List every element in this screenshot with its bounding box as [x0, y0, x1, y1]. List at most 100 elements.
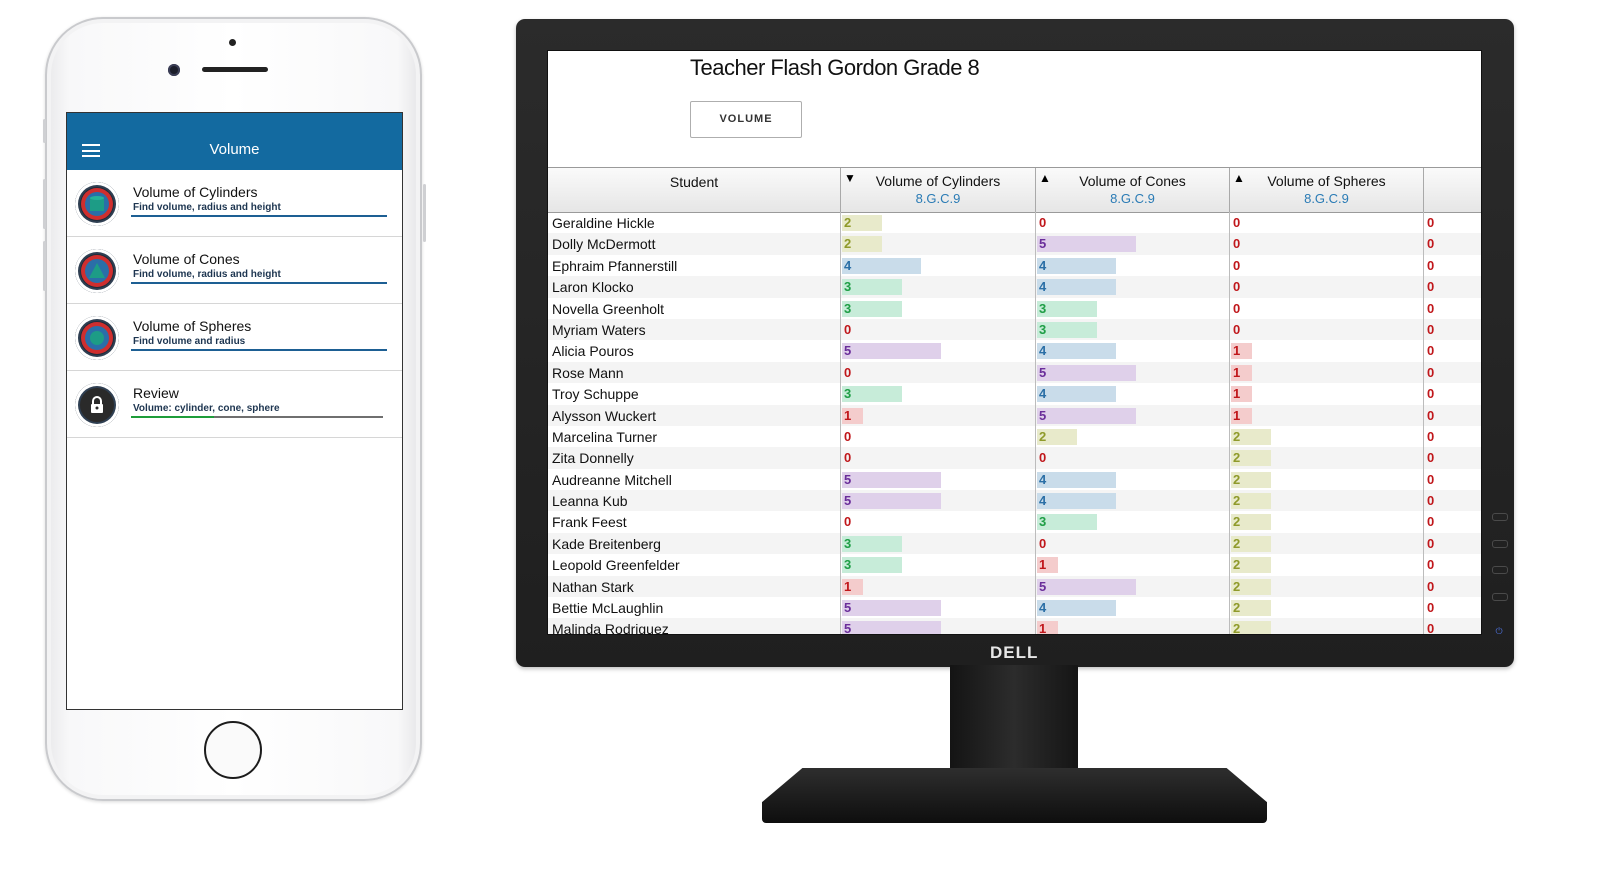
table-row[interactable]: Audreanne Mitchell 5 4 2 0 — [548, 468, 1481, 491]
score-cell[interactable]: 0 — [1424, 298, 1481, 319]
score-cell[interactable]: 3 — [841, 383, 1036, 405]
score-cell[interactable]: 0 — [1230, 233, 1424, 255]
score-cell[interactable]: 4 — [841, 254, 1036, 277]
score-cell[interactable]: 0 — [1036, 447, 1230, 469]
score-cell[interactable]: 3 — [841, 297, 1036, 319]
score-cell[interactable]: 0 — [1036, 212, 1230, 234]
table-row[interactable]: Geraldine Hickle 2 0 0 0 — [548, 212, 1481, 234]
score-cell[interactable]: 0 — [1424, 383, 1481, 404]
table-row[interactable]: Myriam Waters 0 3 0 0 — [548, 318, 1481, 341]
sort-ascending-icon[interactable]: ▲ — [1233, 171, 1245, 185]
lesson-item-cylinders[interactable]: Volume of Cylinders Find volume, radius … — [67, 170, 402, 237]
score-cell[interactable]: 0 — [1424, 255, 1481, 276]
table-row[interactable]: Alysson Wuckert 1 5 1 0 — [548, 404, 1481, 426]
table-row[interactable]: Ephraim Pfannerstill 4 4 0 0 — [548, 254, 1481, 277]
score-cell[interactable]: 0 — [1424, 533, 1481, 554]
column-header-spheres[interactable]: ▲ Volume of Spheres 8.G.C.9 — [1230, 168, 1424, 212]
score-cell[interactable]: 0 — [1230, 318, 1424, 341]
score-cell[interactable]: 0 — [1424, 276, 1481, 297]
score-cell[interactable]: 2 — [841, 212, 1036, 234]
table-row[interactable]: Leopold Greenfelder 3 1 2 0 — [548, 554, 1481, 576]
score-cell[interactable]: 0 — [841, 361, 1036, 384]
score-cell[interactable]: 0 — [1230, 297, 1424, 319]
score-cell[interactable]: 0 — [1230, 254, 1424, 277]
score-cell[interactable]: 3 — [841, 554, 1036, 576]
score-cell[interactable]: 2 — [1230, 511, 1424, 533]
score-cell[interactable]: 2 — [841, 233, 1036, 255]
score-cell[interactable]: 1 — [1230, 404, 1424, 426]
score-cell[interactable]: 3 — [1036, 511, 1230, 533]
lesson-item-spheres[interactable]: Volume of Spheres Find volume and radius — [67, 304, 402, 371]
monitor-ok-button[interactable] — [1492, 593, 1508, 601]
score-cell[interactable]: 1 — [1036, 554, 1230, 576]
score-cell[interactable]: 0 — [1424, 340, 1481, 361]
lesson-item-cones[interactable]: Volume of Cones Find volume, radius and … — [67, 237, 402, 304]
score-cell[interactable]: 0 — [1424, 469, 1481, 490]
score-cell[interactable]: 0 — [1424, 447, 1481, 468]
score-cell[interactable]: 0 — [1424, 212, 1481, 233]
standard-link[interactable]: 8.G.C.9 — [915, 191, 961, 206]
score-cell[interactable]: 3 — [1036, 318, 1230, 341]
score-cell[interactable]: 0 — [1424, 233, 1481, 254]
score-cell[interactable]: 4 — [1036, 468, 1230, 491]
table-row[interactable]: Frank Feest 0 3 2 0 — [548, 511, 1481, 533]
score-cell[interactable]: 0 — [1424, 490, 1481, 511]
lesson-item-review[interactable]: Review Volume: cylinder, cone, sphere — [67, 371, 402, 438]
column-header-cylinders[interactable]: ▼ Volume of Cylinders 8.G.C.9 — [841, 168, 1036, 212]
score-cell[interactable]: 5 — [1036, 575, 1230, 598]
score-cell[interactable]: 0 — [1424, 576, 1481, 597]
score-cell[interactable]: 1 — [1230, 361, 1424, 384]
score-cell[interactable]: 0 — [1424, 319, 1481, 340]
score-cell[interactable]: 0 — [841, 447, 1036, 469]
score-cell[interactable]: 0 — [841, 425, 1036, 448]
score-cell[interactable]: 3 — [841, 276, 1036, 298]
table-row[interactable]: Kade Breitenberg 3 0 2 0 — [548, 532, 1481, 555]
score-cell[interactable]: 0 — [1230, 212, 1424, 234]
sort-ascending-icon[interactable]: ▲ — [1039, 171, 1051, 185]
power-icon[interactable]: ⏻ — [1495, 626, 1503, 636]
table-row[interactable]: Troy Schuppe 3 4 1 0 — [548, 383, 1481, 405]
score-cell[interactable]: 0 — [1424, 405, 1481, 426]
score-cell[interactable]: 2 — [1230, 618, 1424, 634]
volume-button[interactable]: VOLUME — [690, 101, 802, 138]
score-cell[interactable]: 0 — [1424, 426, 1481, 447]
score-cell[interactable]: 1 — [841, 404, 1036, 426]
table-row[interactable]: Laron Klocko 3 4 0 0 — [548, 276, 1481, 298]
table-row[interactable]: Dolly McDermott 2 5 0 0 — [548, 233, 1481, 255]
monitor-down-button[interactable] — [1492, 566, 1508, 574]
monitor-menu-button[interactable] — [1492, 513, 1508, 521]
standard-link[interactable]: 8.G.C.9 — [1304, 191, 1349, 206]
column-header-student[interactable]: Student — [548, 168, 841, 212]
score-cell[interactable]: 0 — [1424, 618, 1481, 634]
table-row[interactable]: Bettie McLaughlin 5 4 2 0 — [548, 597, 1481, 619]
score-cell[interactable]: 5 — [1036, 404, 1230, 426]
standard-link[interactable]: 8.G.C.9 — [1110, 191, 1155, 206]
score-cell[interactable]: 5 — [841, 597, 1036, 619]
score-cell[interactable]: 4 — [1036, 490, 1230, 512]
column-header-review[interactable] — [1424, 168, 1481, 212]
table-row[interactable]: Zita Donnelly 0 0 2 0 — [548, 447, 1481, 469]
table-row[interactable]: Alicia Pouros 5 4 1 0 — [548, 340, 1481, 362]
score-cell[interactable]: 5 — [841, 340, 1036, 362]
score-cell[interactable]: 0 — [841, 511, 1036, 533]
score-cell[interactable]: 3 — [841, 532, 1036, 555]
score-cell[interactable]: 0 — [1230, 276, 1424, 298]
table-row[interactable]: Nathan Stark 1 5 2 0 — [548, 575, 1481, 598]
score-cell[interactable]: 0 — [1036, 532, 1230, 555]
score-cell[interactable]: 4 — [1036, 383, 1230, 405]
score-cell[interactable]: 5 — [841, 618, 1036, 634]
score-cell[interactable]: 5 — [841, 490, 1036, 512]
score-cell[interactable]: 5 — [1036, 361, 1230, 384]
score-cell[interactable]: 2 — [1230, 490, 1424, 512]
score-cell[interactable]: 4 — [1036, 340, 1230, 362]
table-row[interactable]: Malinda Rodriguez 5 1 2 0 — [548, 618, 1481, 634]
column-header-cones[interactable]: ▲ Volume of Cones 8.G.C.9 — [1036, 168, 1230, 212]
score-cell[interactable]: 5 — [841, 468, 1036, 491]
score-cell[interactable]: 2 — [1230, 425, 1424, 448]
monitor-up-button[interactable] — [1492, 540, 1508, 548]
score-cell[interactable]: 4 — [1036, 254, 1230, 277]
score-cell[interactable]: 0 — [1424, 362, 1481, 383]
score-cell[interactable]: 2 — [1036, 425, 1230, 448]
score-cell[interactable]: 0 — [1424, 554, 1481, 575]
score-cell[interactable]: 4 — [1036, 276, 1230, 298]
